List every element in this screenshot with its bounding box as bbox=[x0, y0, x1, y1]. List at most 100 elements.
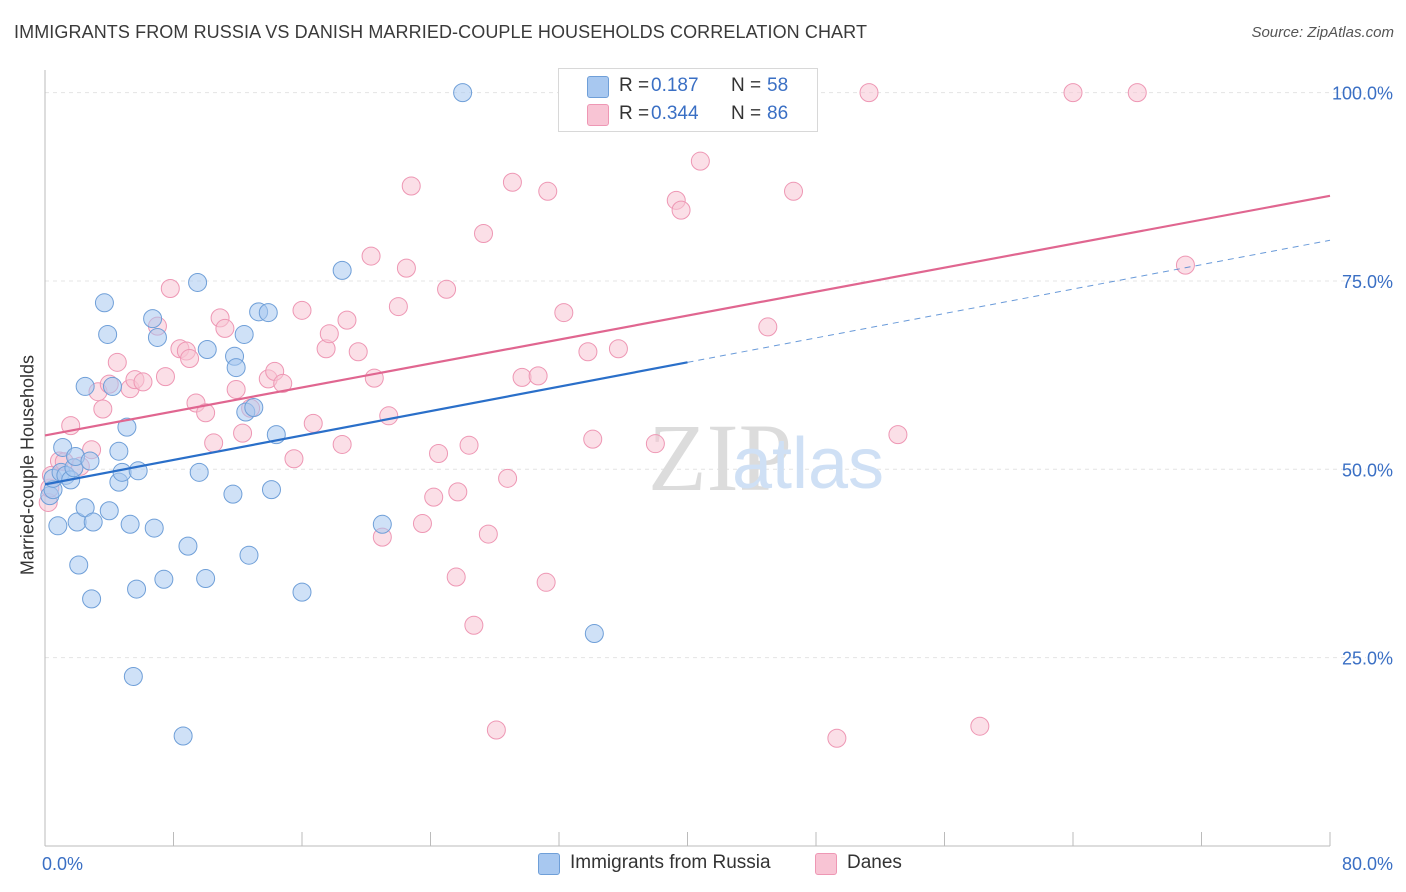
source-credit: Source: ZipAtlas.com bbox=[1251, 24, 1394, 41]
y-tick-label: 100.0% bbox=[1332, 84, 1393, 104]
legend-n-value-russia: 58 bbox=[767, 75, 789, 96]
russia-point bbox=[332, 260, 352, 280]
danes-point bbox=[578, 342, 598, 362]
danes-point bbox=[970, 716, 990, 736]
danes-point bbox=[319, 324, 339, 344]
danes-point bbox=[1175, 255, 1195, 275]
legend-n-value-danes: 86 bbox=[767, 103, 789, 124]
russia-trend-extension bbox=[687, 239, 1331, 363]
russia-point bbox=[75, 498, 95, 518]
danes-point bbox=[273, 373, 293, 393]
x-tick-label: 80.0% bbox=[1342, 854, 1393, 874]
russia-point bbox=[112, 462, 132, 482]
danes-point bbox=[538, 181, 558, 201]
danes-point bbox=[133, 372, 153, 392]
danes-point bbox=[332, 434, 352, 454]
russia-point bbox=[178, 536, 198, 556]
series-swatch-russia bbox=[538, 853, 560, 875]
russia-point bbox=[244, 398, 264, 418]
legend-r-value-russia: 0.187 bbox=[651, 75, 699, 96]
russia-point bbox=[261, 480, 281, 500]
danes-point bbox=[671, 200, 691, 220]
danes-point bbox=[583, 429, 603, 449]
legend-r-label: R = bbox=[619, 103, 650, 124]
russia-point bbox=[117, 417, 137, 437]
russia-point bbox=[147, 327, 167, 347]
russia-point bbox=[80, 451, 100, 471]
danes-point bbox=[107, 352, 127, 372]
tick-labels: 25.0% 50.0% 75.0% 100.0% 0.0% 80.0% bbox=[42, 84, 1393, 874]
danes-point bbox=[474, 223, 494, 243]
russia-point bbox=[102, 376, 122, 396]
danes-point bbox=[758, 317, 778, 337]
danes-point bbox=[284, 449, 304, 469]
grid-lines bbox=[45, 92, 1366, 659]
legend-n-label: N = bbox=[731, 75, 762, 96]
danes-point bbox=[180, 349, 200, 369]
legend-swatch-danes bbox=[587, 104, 609, 126]
trend-lines bbox=[44, 194, 1331, 486]
russia-point bbox=[197, 340, 217, 360]
stats-legend: R = 0.187 N = 58 R = 0.344 N = 86 bbox=[558, 68, 818, 132]
legend-r-label: R = bbox=[619, 75, 650, 96]
danes-point bbox=[215, 318, 235, 338]
danes-point bbox=[536, 572, 556, 592]
russia-point bbox=[584, 624, 604, 644]
russia-point bbox=[223, 484, 243, 504]
danes-point bbox=[1127, 83, 1147, 103]
danes-point bbox=[401, 176, 421, 196]
russia-point bbox=[154, 569, 174, 589]
legend-n-label: N = bbox=[731, 103, 762, 124]
russia-point bbox=[123, 666, 143, 686]
russia-point bbox=[292, 582, 312, 602]
danes-point bbox=[361, 246, 381, 266]
danes-point bbox=[608, 339, 628, 359]
russia-point bbox=[99, 501, 119, 521]
danes-point bbox=[379, 406, 399, 426]
russia-point bbox=[196, 569, 216, 589]
danes-point bbox=[478, 524, 498, 544]
danes-point bbox=[196, 403, 216, 423]
danes-point bbox=[226, 379, 246, 399]
russia-point bbox=[372, 514, 392, 534]
danes-point bbox=[464, 615, 484, 635]
danes-point bbox=[396, 258, 416, 278]
danes-point bbox=[348, 342, 368, 362]
legend-r-value-danes: 0.344 bbox=[651, 103, 699, 124]
danes-point bbox=[859, 83, 879, 103]
danes-point bbox=[424, 487, 444, 507]
danes-trend-line bbox=[44, 194, 1331, 437]
chart-title: IMMIGRANTS FROM RUSSIA VS DANISH MARRIED… bbox=[14, 22, 868, 42]
danes-point bbox=[502, 172, 522, 192]
data-points bbox=[38, 83, 1195, 748]
danes-point bbox=[645, 434, 665, 454]
danes-point bbox=[446, 567, 466, 587]
russia-point bbox=[144, 518, 164, 538]
watermark-atlas: atlas bbox=[732, 424, 884, 504]
russia-point bbox=[75, 376, 95, 396]
danes-point bbox=[155, 367, 175, 387]
russia-point bbox=[234, 324, 254, 344]
danes-point bbox=[448, 482, 468, 502]
russia-point bbox=[188, 272, 208, 292]
danes-point bbox=[233, 423, 253, 443]
danes-point bbox=[388, 297, 408, 317]
danes-point bbox=[1063, 83, 1083, 103]
danes-point bbox=[337, 310, 357, 330]
danes-point bbox=[93, 399, 113, 419]
russia-point bbox=[53, 437, 73, 457]
y-tick-label: 50.0% bbox=[1342, 460, 1393, 480]
danes-point bbox=[429, 443, 449, 463]
russia-point bbox=[69, 555, 89, 575]
danes-point bbox=[412, 514, 432, 534]
watermark-zip: ZIP bbox=[648, 404, 792, 511]
russia-point bbox=[82, 589, 102, 609]
danes-point bbox=[528, 366, 548, 386]
russia-point bbox=[226, 358, 246, 378]
russia-point bbox=[143, 309, 163, 329]
russia-trend-line bbox=[44, 361, 688, 486]
russia-point bbox=[120, 514, 140, 534]
series-label-russia: Immigrants from Russia bbox=[570, 852, 771, 873]
danes-point bbox=[784, 181, 804, 201]
